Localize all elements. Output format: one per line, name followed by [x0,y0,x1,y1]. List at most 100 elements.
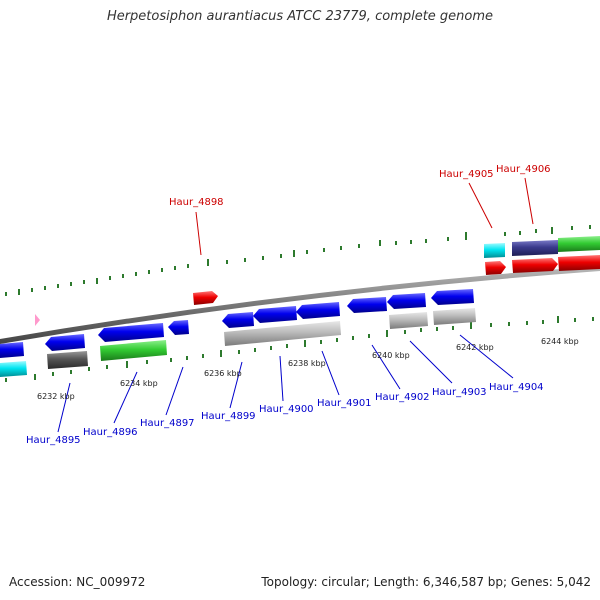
dark-feature-haur-4895[interactable] [47,351,88,369]
tick-mark [352,336,354,340]
gene-feature-haur-4896[interactable] [98,323,164,342]
gene-feature-haur-4900[interactable] [253,306,297,323]
gene-feature-haur-4905[interactable] [485,261,506,275]
purple-feature-haur-4906[interactable] [512,240,558,256]
green-feature-haur-4906[interactable] [558,236,600,252]
tick-mark [207,259,209,266]
gene-feature-haur-4895[interactable] [45,334,85,351]
leader-line [113,371,138,424]
tick-mark [5,292,7,296]
scale-label: 6238 kbp [288,359,326,368]
tick-mark [262,256,264,260]
tick-mark [589,225,591,229]
tick-mark [425,239,427,243]
leader-line [371,344,401,390]
grey-feature-haur-4903[interactable] [389,312,428,329]
leader-line [459,334,514,379]
leader-line [57,382,71,433]
leader-line [524,177,534,225]
grey-feature-haur-4904[interactable] [433,308,476,325]
gene-label-haur-4905[interactable]: Haur_4905 [439,169,494,180]
forward-tick-row [5,225,591,296]
tick-mark [186,356,188,360]
tick-mark [320,340,322,344]
scale-label: 6240 kbp [372,351,410,360]
tick-mark [34,374,36,380]
tick-mark [447,237,449,241]
forward-features [193,236,600,305]
tick-mark [470,322,472,329]
gene-label-haur-4899[interactable]: Haur_4899 [201,411,256,422]
tick-mark [88,367,90,371]
map-title: Herpetosiphon aurantiacus ATCC 23779, co… [106,9,494,24]
green-feature-haur-4896[interactable] [100,340,167,361]
gene-label-haur-4903[interactable]: Haur_4903 [432,387,487,398]
tick-mark [244,258,246,262]
tick-mark [304,340,306,347]
tick-mark [336,338,338,342]
gene-label-haur-4904[interactable]: Haur_4904 [489,382,544,393]
gene-feature-haur-4901[interactable] [296,302,340,319]
tick-mark [293,250,295,257]
gene-label-haur-4900[interactable]: Haur_4900 [259,404,314,415]
gene-label-haur-4902[interactable]: Haur_4902 [375,392,430,403]
reverse-gene-labels: Haur_4895 Haur_4896 Haur_4897 Haur_4899 … [26,382,544,446]
grey-feature-haur-4900[interactable] [224,321,341,346]
gene-label-haur-4901[interactable]: Haur_4901 [317,398,372,409]
leader-line [321,350,340,396]
tick-mark [542,320,544,324]
tick-mark [270,346,272,350]
leader-line [165,366,184,416]
tick-mark [592,317,594,321]
tick-mark [508,322,510,326]
tick-mark [220,350,222,357]
tick-mark [519,231,521,235]
tick-mark [187,264,189,268]
tick-mark [395,241,397,245]
gene-label-haur-4895[interactable]: Haur_4895 [26,435,81,446]
reverse-leader-lines [57,334,514,433]
reverse-tick-row [5,316,594,382]
gene-feature-haur-4904[interactable] [431,289,474,305]
gene-label-haur-4906[interactable]: Haur_4906 [496,164,551,175]
tick-mark [280,254,282,258]
tick-mark [106,365,108,369]
gene-feature-next[interactable] [558,255,600,271]
tick-mark [574,318,576,322]
tick-mark [358,244,360,248]
gene-feature-haur-4895-prev[interactable] [0,342,24,358]
tick-mark [70,370,72,374]
tick-mark [52,372,54,376]
pink-marker-icon [35,314,40,326]
gene-feature-haur-4902[interactable] [347,297,387,313]
gene-label-haur-4897[interactable]: Haur_4897 [140,418,195,429]
cyan-feature-prev[interactable] [0,361,27,377]
gene-label-haur-4898[interactable]: Haur_4898 [169,197,224,208]
genome-summary-text: Topology: circular; Length: 6,346,587 bp… [261,575,591,589]
accession-text: Accession: NC_009972 [9,575,146,589]
gene-feature-haur-4903[interactable] [387,293,426,309]
tick-mark [109,276,111,280]
tick-mark [170,358,172,362]
tick-mark [57,284,59,288]
tick-mark [404,330,406,334]
gene-label-haur-4896[interactable]: Haur_4896 [83,427,138,438]
gene-feature-haur-4898[interactable] [193,291,218,305]
tick-mark [436,327,438,331]
tick-mark [148,270,150,274]
tick-mark [202,354,204,358]
tick-mark [161,268,163,272]
tick-mark [96,278,98,284]
tick-mark [465,232,467,240]
forward-gene-labels: Haur_4898 Haur_4905 Haur_4906 [169,164,551,208]
gene-feature-haur-4906[interactable] [512,258,558,273]
gene-feature-haur-4897[interactable] [168,320,189,335]
scale-label: 6234 kbp [120,379,158,388]
reverse-features [0,289,476,377]
tick-mark [238,350,240,354]
leader-line [409,340,453,384]
cyan-feature-haur-4905[interactable] [484,243,505,258]
scale-label: 6236 kbp [204,369,242,378]
gene-feature-haur-4899[interactable] [222,312,254,328]
